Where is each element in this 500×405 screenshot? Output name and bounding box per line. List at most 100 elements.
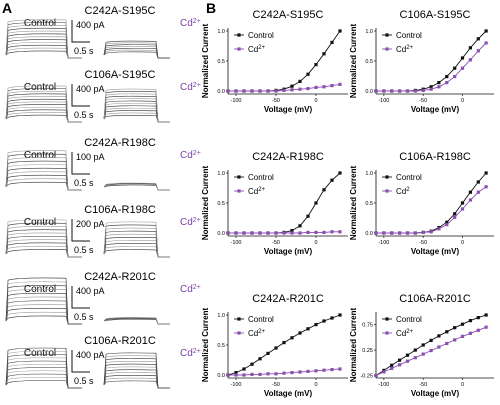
legend-label-sup: 2+ [406, 45, 413, 51]
legend-label: Control [248, 315, 274, 324]
cd-trace [103, 372, 170, 389]
y-tick-label: 0.5 [365, 59, 373, 65]
iv-chart: C242A-S195C Normalized Current Voltage (mV… [201, 9, 348, 114]
y-tick-label: 0.0 [365, 231, 373, 237]
x-tick-label: -50 [272, 382, 280, 388]
data-point [266, 372, 270, 376]
data-point [274, 89, 278, 93]
data-point [330, 368, 334, 372]
data-point [314, 369, 318, 373]
data-point [484, 29, 488, 33]
scale-time-label: 0.5 s [74, 110, 94, 120]
data-point [322, 368, 326, 372]
control-trace [5, 25, 82, 59]
y-tick-label: 0.0 [217, 89, 225, 95]
legend-label: Control [396, 31, 422, 40]
data-point [314, 201, 318, 205]
control-trace [5, 47, 82, 59]
control-trace [5, 304, 82, 325]
data-point [266, 89, 270, 93]
data-point [314, 230, 318, 234]
data-point [437, 334, 441, 338]
trace-row: C106A-R198C Control Cd2+ 200 pA 0.5 s [5, 204, 201, 258]
data-point [382, 231, 386, 235]
panel-label-a: A [2, 0, 12, 16]
scale-current-label: 400 pA [76, 84, 105, 94]
control-trace [5, 96, 82, 123]
control-trace [5, 44, 82, 59]
data-point [445, 341, 449, 346]
data-point [290, 231, 294, 235]
data-point [306, 230, 310, 234]
trace-row: C242A-S195C Control Cd2+ 400 pA 0.5 s [5, 5, 201, 59]
cd-trace [103, 249, 170, 258]
data-point [282, 231, 286, 235]
data-point [445, 81, 449, 85]
cd-label-sup: 2+ [193, 150, 201, 157]
data-point [453, 338, 457, 342]
x-axis-label: Voltage (mV) [264, 389, 313, 398]
data-point [413, 231, 417, 235]
data-point [445, 223, 449, 227]
control-trace [5, 30, 82, 59]
legend-marker [237, 331, 241, 335]
cd-trace [103, 317, 170, 325]
data-point [282, 371, 286, 375]
control-trace [5, 315, 82, 325]
data-point [460, 201, 465, 205]
y-axis-label: Normalized Current [201, 24, 210, 99]
trace-title: C242A-R201C [84, 271, 156, 283]
data-point [314, 63, 318, 67]
data-point [460, 56, 465, 60]
legend-marker [385, 317, 389, 321]
scale-bar [71, 20, 90, 43]
cd-trace [103, 182, 170, 191]
control-trace [5, 114, 82, 123]
legend-label-sup: 2 [406, 187, 410, 193]
control-trace [5, 347, 82, 389]
legend-label: Cd2 [396, 187, 410, 196]
data-point [330, 40, 334, 44]
cd-label: Cd2+ [180, 150, 201, 162]
cd-trace [103, 221, 170, 258]
scale-time-label: 0.5 s [74, 376, 94, 386]
data-point [266, 231, 270, 235]
control-label: Control [24, 82, 56, 93]
control-trace [5, 373, 82, 389]
cd-label: Cd2+ [180, 284, 201, 296]
control-label: Control [24, 217, 56, 228]
data-point [421, 88, 425, 92]
x-tick-label: -50 [272, 240, 280, 246]
cd-trace [103, 107, 170, 123]
series-line [228, 30, 341, 92]
cd-trace [103, 47, 170, 59]
cd-trace [103, 355, 170, 389]
chart-title: C242A-R201C [252, 293, 324, 305]
scale-bar [71, 350, 90, 373]
control-trace [5, 181, 82, 191]
data-point [242, 367, 246, 371]
control-trace [5, 106, 82, 123]
data-point [258, 231, 262, 235]
cd-trace [103, 88, 170, 123]
data-point [398, 358, 402, 362]
data-point [398, 231, 402, 235]
y-tick-label: 1.0 [217, 29, 225, 35]
control-trace [5, 226, 82, 258]
trace-row: C106A-S195C Control Cd2+ 400 pA 0.5 s [5, 69, 201, 123]
cd-trace [103, 51, 170, 59]
data-point [421, 343, 425, 347]
data-point [445, 75, 449, 79]
x-tick-label: 0 [461, 382, 464, 388]
data-point [338, 230, 342, 234]
scale-bar [71, 219, 90, 242]
cd-trace [103, 110, 170, 123]
data-point [374, 89, 378, 93]
x-tick-label: -100 [230, 382, 241, 388]
trace-row: C106A-R201C Control Cd2+ 400 pA 0.5 s [5, 335, 201, 389]
legend-marker [237, 317, 241, 321]
iv-chart: C106A-R198C Normalized Current Voltage (mV… [349, 151, 494, 256]
data-point [453, 326, 457, 330]
